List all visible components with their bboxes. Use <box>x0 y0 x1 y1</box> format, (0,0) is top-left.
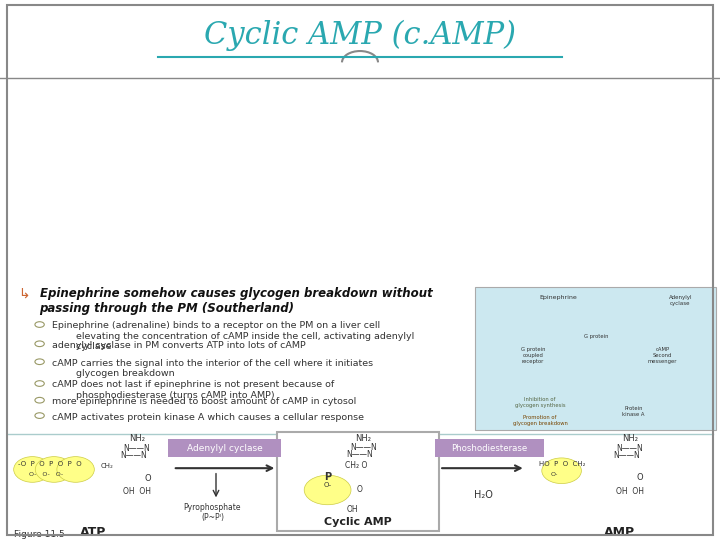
Text: cAMP
Second
messenger: cAMP Second messenger <box>648 347 677 363</box>
Text: NH₂: NH₂ <box>356 434 372 443</box>
Text: -O  P  O  P  O  P  O: -O P O P O P O <box>18 461 81 467</box>
Text: AMP: AMP <box>603 526 635 539</box>
Text: N——N: N——N <box>120 451 147 460</box>
Text: NH₂: NH₂ <box>129 434 145 443</box>
Text: N——N: N——N <box>613 451 640 460</box>
Text: O-: O- <box>551 472 558 477</box>
Text: NH₂: NH₂ <box>622 434 638 443</box>
Text: N——N: N——N <box>346 450 374 458</box>
FancyBboxPatch shape <box>475 287 716 430</box>
Text: Pyrophosphate
(P~Pᴵ): Pyrophosphate (P~Pᴵ) <box>184 503 241 522</box>
Text: Phoshodiesterase: Phoshodiesterase <box>451 444 527 453</box>
Text: adenylyl cyclase in PM converts ATP into lots of cAMP: adenylyl cyclase in PM converts ATP into… <box>52 341 305 350</box>
Text: N——N: N——N <box>350 443 377 452</box>
Text: Protein
kinase A: Protein kinase A <box>622 406 645 417</box>
Text: N——N: N——N <box>123 444 150 454</box>
Text: O-   O-   O-: O- O- O- <box>29 472 63 477</box>
Text: G protein: G protein <box>584 334 608 339</box>
Text: OH  OH: OH OH <box>123 487 150 496</box>
Text: ↳: ↳ <box>18 287 30 301</box>
Text: CH₂: CH₂ <box>101 463 114 469</box>
Text: Epinephrine: Epinephrine <box>539 295 577 300</box>
Text: N——N: N——N <box>616 444 644 454</box>
Text: cAMP does not last if epinephrine is not present because of
        phosphodiest: cAMP does not last if epinephrine is not… <box>52 381 334 400</box>
FancyBboxPatch shape <box>168 439 281 457</box>
Text: G protein
coupled
receptor: G protein coupled receptor <box>521 347 545 363</box>
Text: Epinephrine somehow causes glycogen breakdown without
passing through the PM (So: Epinephrine somehow causes glycogen brea… <box>40 287 432 315</box>
Text: P: P <box>324 472 331 482</box>
Text: Figure 11.5: Figure 11.5 <box>14 530 65 539</box>
Text: H₂O: H₂O <box>474 490 493 500</box>
Text: Adenylyl
cyclase: Adenylyl cyclase <box>669 295 692 306</box>
Ellipse shape <box>542 458 582 484</box>
FancyBboxPatch shape <box>435 439 544 457</box>
Text: more epinephrine is needed to boost amount of cAMP in cytosol: more epinephrine is needed to boost amou… <box>52 397 356 406</box>
Text: O: O <box>636 472 643 482</box>
Text: Promotion of
glycogen breakdown: Promotion of glycogen breakdown <box>513 415 567 426</box>
Text: Cyclic AMP: Cyclic AMP <box>324 517 392 527</box>
Text: ATP: ATP <box>81 526 107 539</box>
Text: HO  P  O  CH₂: HO P O CH₂ <box>539 461 585 467</box>
Text: cAMP activates protein kinase A which causes a cellular response: cAMP activates protein kinase A which ca… <box>52 413 364 422</box>
Text: OH  OH: OH OH <box>616 487 644 496</box>
Text: O: O <box>357 485 363 495</box>
Text: Cyclic AMP (c.AMP): Cyclic AMP (c.AMP) <box>204 20 516 51</box>
Text: Epinephrine (adrenaline) binds to a receptor on the PM on a liver cell
        e: Epinephrine (adrenaline) binds to a rece… <box>52 321 414 351</box>
Ellipse shape <box>57 457 94 482</box>
Text: CH₂ O: CH₂ O <box>345 461 368 470</box>
FancyBboxPatch shape <box>277 432 439 531</box>
Ellipse shape <box>14 457 51 482</box>
Text: Inhibition of
glycogen synthesis: Inhibition of glycogen synthesis <box>515 397 565 408</box>
Text: Adenylyl cyclase: Adenylyl cyclase <box>186 444 263 453</box>
Ellipse shape <box>35 457 73 482</box>
Text: O-: O- <box>323 482 332 488</box>
Text: OH: OH <box>347 505 359 514</box>
Text: cAMP carries the signal into the interior of the cell where it initiates
       : cAMP carries the signal into the interio… <box>52 359 373 378</box>
Text: O: O <box>144 474 151 483</box>
Ellipse shape <box>305 475 351 505</box>
